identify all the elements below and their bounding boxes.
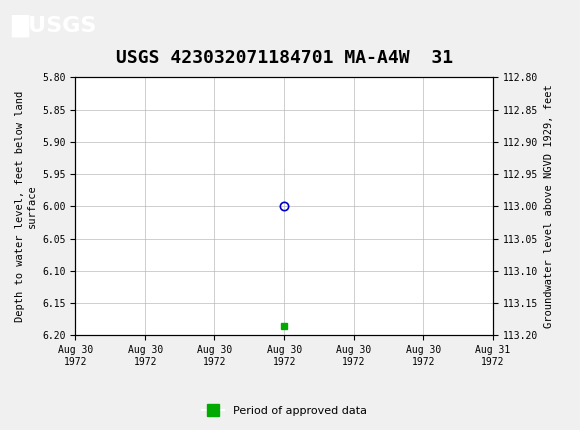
Legend: Period of approved data: Period of approved data [197, 401, 371, 420]
Y-axis label: Depth to water level, feet below land
surface: Depth to water level, feet below land su… [15, 91, 37, 322]
Text: █USGS: █USGS [12, 15, 97, 37]
Y-axis label: Groundwater level above NGVD 1929, feet: Groundwater level above NGVD 1929, feet [543, 85, 553, 328]
Text: USGS 423032071184701 MA-A4W  31: USGS 423032071184701 MA-A4W 31 [115, 49, 453, 67]
